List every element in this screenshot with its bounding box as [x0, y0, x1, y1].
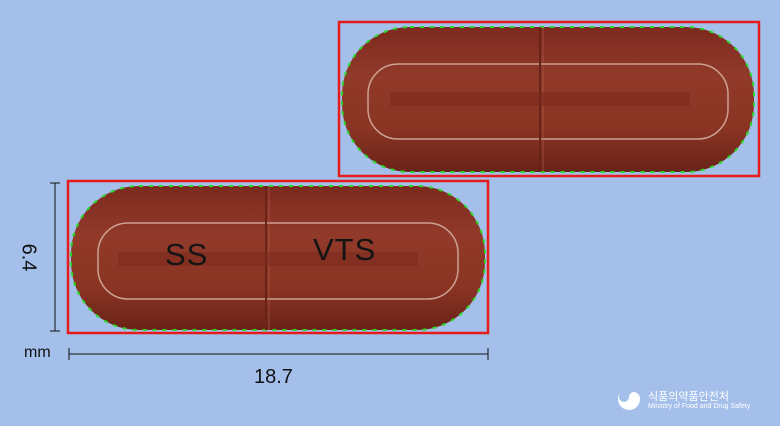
unit-label: mm	[24, 344, 51, 361]
imprint-left: SS	[165, 237, 209, 272]
height-value: 6.4	[17, 243, 40, 272]
logo-name-en: Ministry of Food and Drug Safety	[648, 403, 751, 410]
bounding-box-front	[66, 179, 490, 335]
capsule-front	[70, 185, 486, 331]
logo-name-kr: 식품의약품안전처	[648, 390, 729, 403]
mfds-emblem-icon	[618, 387, 640, 410]
width-value: 18.7	[254, 366, 293, 388]
capsule-back	[341, 26, 755, 173]
height-dimension-line	[50, 182, 60, 332]
bounding-box-back	[337, 20, 761, 178]
width-dimension-line	[68, 348, 489, 360]
imprint-right: VTS	[313, 232, 377, 267]
mfds-logo: 식품의약품안전처 Ministry of Food and Drug Safet…	[616, 386, 766, 418]
